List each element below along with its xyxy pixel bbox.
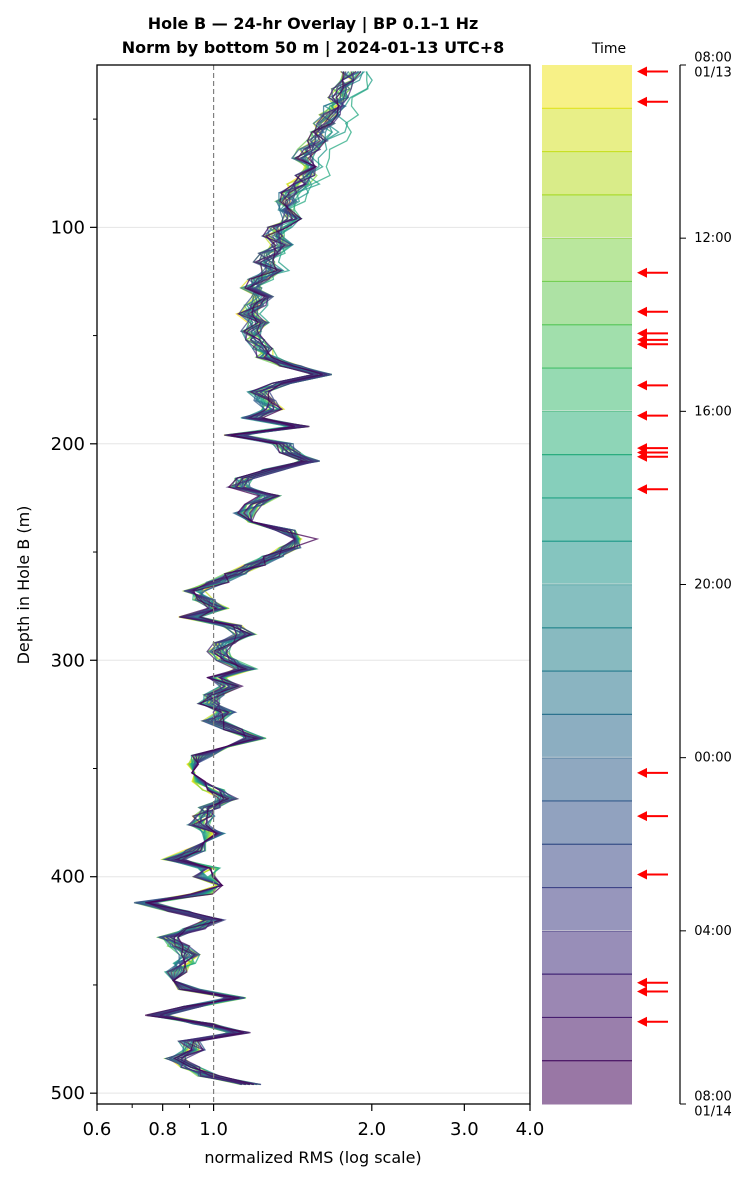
colorbar-bin bbox=[542, 65, 632, 109]
profile-line bbox=[137, 71, 351, 1086]
y-tick-label: 100 bbox=[51, 217, 85, 238]
time-tick-label: 04:00 bbox=[694, 924, 731, 939]
x-tick-label: 0.8 bbox=[148, 1119, 177, 1140]
event-marker-head bbox=[637, 380, 647, 391]
event-marker-head bbox=[637, 267, 647, 278]
colorbar-bin bbox=[542, 497, 632, 542]
plot-frame bbox=[96, 64, 531, 1105]
x-axis-ticks: 0.6 0.8 1.0 2.0 3.0 4.0 bbox=[83, 1104, 545, 1140]
event-markers bbox=[637, 66, 668, 1027]
colorbar-bin bbox=[542, 324, 632, 369]
event-marker-head bbox=[637, 869, 647, 880]
event-marker-head bbox=[637, 339, 647, 350]
time-tick-label: 12:00 bbox=[694, 231, 731, 246]
profile-line bbox=[146, 70, 357, 1086]
time-tick-label: 08:00 bbox=[694, 51, 731, 66]
grid-lines bbox=[97, 226, 530, 1094]
colorbar-bin bbox=[542, 1017, 632, 1062]
colorbar-bin bbox=[542, 368, 632, 412]
y-axis-label: Depth in Hole B (m) bbox=[14, 506, 33, 665]
y-tick-label: 400 bbox=[51, 867, 85, 888]
y-axis-ticks: 100 200 300 400 500 bbox=[51, 118, 97, 1104]
event-marker-head bbox=[637, 306, 647, 317]
event-marker-head bbox=[637, 484, 647, 495]
profile-line bbox=[148, 71, 355, 1086]
y-tick-label: 300 bbox=[51, 650, 85, 671]
profile-line bbox=[145, 71, 345, 1086]
colorbar-bin bbox=[542, 194, 632, 239]
event-marker-head bbox=[637, 767, 647, 778]
colorbar-bin bbox=[542, 930, 632, 975]
colorbar-bin bbox=[542, 800, 632, 845]
time-tick-label: 20:00 bbox=[694, 578, 731, 593]
x-axis-label: normalized RMS (log scale) bbox=[204, 1148, 421, 1167]
y-tick-label: 500 bbox=[51, 1083, 85, 1104]
colorbar-bin bbox=[542, 627, 632, 672]
profile-lines bbox=[133, 70, 373, 1086]
profile-line bbox=[145, 71, 362, 1086]
event-marker-head bbox=[637, 451, 647, 462]
time-tick-label: 00:00 bbox=[694, 751, 731, 766]
profile-line bbox=[139, 71, 355, 1086]
colorbar-bin bbox=[542, 757, 632, 802]
colorbar-bin bbox=[542, 1060, 632, 1105]
event-marker-head bbox=[637, 1016, 647, 1027]
x-tick-label: 3.0 bbox=[450, 1119, 479, 1140]
chart-title-line-1: Hole B — 24-hr Overlay | BP 0.1–1 Hz bbox=[148, 14, 479, 34]
colorbar-bin bbox=[542, 454, 632, 499]
event-marker-head bbox=[637, 328, 647, 339]
event-marker-head bbox=[637, 66, 647, 77]
colorbar-bin bbox=[542, 411, 632, 456]
time-tick-label: 01/14 bbox=[694, 1105, 731, 1120]
profile-line bbox=[135, 71, 355, 1086]
colorbar-bin bbox=[542, 281, 632, 326]
event-marker-head bbox=[637, 410, 647, 421]
time-colorbar bbox=[542, 65, 632, 1105]
x-tick-label: 1.0 bbox=[199, 1119, 228, 1140]
event-marker-head bbox=[637, 96, 647, 107]
chart-title-line-2: Norm by bottom 50 m | 2024-01-13 UTC+8 bbox=[122, 38, 505, 58]
time-tick-label: 16:00 bbox=[694, 404, 731, 419]
colorbar-bin bbox=[542, 151, 632, 196]
profile-line bbox=[133, 70, 359, 1086]
colorbar-bin bbox=[542, 974, 632, 1018]
profile-line bbox=[138, 70, 357, 1086]
profile-line bbox=[134, 71, 348, 1086]
profile-line bbox=[136, 71, 362, 1086]
colorbar-bin bbox=[542, 714, 632, 759]
colorbar-bin bbox=[542, 671, 632, 715]
event-marker-head bbox=[637, 986, 647, 997]
profile-line bbox=[140, 71, 353, 1086]
colorbar-bin bbox=[542, 887, 632, 932]
time-tick-label: 08:00 bbox=[694, 1090, 731, 1105]
x-tick-label: 4.0 bbox=[516, 1119, 545, 1140]
x-tick-label: 2.0 bbox=[357, 1119, 386, 1140]
event-marker-head bbox=[637, 977, 647, 988]
time-tick-label: 01/13 bbox=[694, 66, 731, 81]
colorbar-bin bbox=[542, 844, 632, 889]
colorbar-bin bbox=[542, 584, 632, 629]
event-marker-head bbox=[637, 811, 647, 822]
colorbar-title: Time bbox=[591, 41, 626, 57]
y-tick-label: 200 bbox=[51, 434, 85, 455]
time-axis: 08:0001/1312:0016:0020:0000:0004:0008:00… bbox=[679, 51, 732, 1120]
x-tick-label: 0.6 bbox=[83, 1119, 112, 1140]
colorbar-bin bbox=[542, 108, 632, 153]
colorbar-bin bbox=[542, 541, 632, 585]
colorbar-bin bbox=[542, 238, 632, 282]
